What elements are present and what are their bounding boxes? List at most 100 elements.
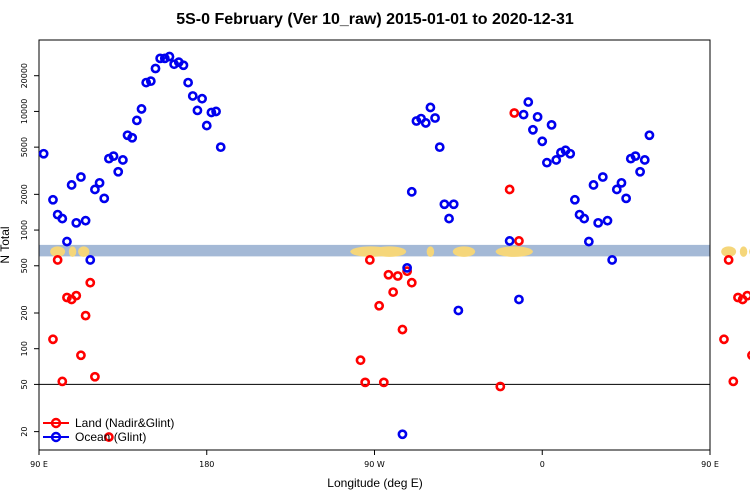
ocean-point — [630, 151, 641, 162]
land-point — [406, 277, 417, 288]
ocean-point — [397, 429, 408, 440]
y-tick-label: 100 — [20, 341, 29, 356]
land-shape — [426, 246, 435, 257]
land-point — [397, 324, 408, 335]
ocean-point — [588, 180, 599, 190]
land-point — [495, 381, 506, 392]
ocean-point — [169, 59, 180, 70]
ocean-point — [583, 236, 594, 247]
x-tick-label: 180 — [199, 460, 214, 469]
x-ticks: 90 E 180 90 W 0 90 E — [30, 450, 719, 469]
land-shape — [50, 246, 66, 257]
points-layer — [38, 51, 750, 442]
land-point — [76, 350, 86, 361]
y-tick-label: 10000 — [20, 99, 29, 124]
ocean-point — [546, 119, 557, 130]
x-axis-label: Longitude (deg E) — [327, 476, 422, 490]
land-point — [733, 292, 743, 303]
ocean-point — [178, 60, 189, 71]
land-point — [728, 376, 739, 387]
ocean-point — [206, 107, 217, 118]
ocean-point — [621, 193, 632, 204]
ocean-point — [48, 194, 58, 205]
land-shape — [68, 246, 77, 257]
ocean-point — [565, 148, 576, 159]
chart-title: 5S-0 February (Ver 10_raw) 2015-01-01 to… — [176, 11, 574, 28]
land-point — [57, 376, 68, 387]
ocean-point — [425, 102, 436, 113]
land-point — [509, 108, 520, 118]
land-point — [392, 271, 403, 281]
ocean-point — [514, 294, 524, 305]
ocean-point — [607, 255, 618, 265]
land-point — [103, 432, 114, 442]
land-point — [723, 255, 734, 265]
legend: Land (Nadir&Glint) Ocean (Glint) — [43, 416, 174, 444]
land-point — [80, 310, 91, 321]
land-shape — [721, 246, 737, 257]
ocean-point — [150, 63, 161, 74]
ocean-point — [602, 215, 613, 226]
y-tick-label: 50 — [20, 379, 29, 389]
ocean-point — [80, 215, 91, 226]
ocean-point — [616, 177, 627, 188]
x-tick-label: 90 E — [30, 460, 48, 469]
ocean-point — [439, 199, 450, 210]
ocean-point — [402, 262, 413, 273]
ocean-point — [542, 157, 552, 168]
x-tick-label: 90 E — [701, 460, 719, 469]
ocean-point — [406, 186, 417, 197]
ocean-point — [66, 180, 77, 190]
land-point — [504, 184, 515, 195]
ocean-point — [117, 155, 128, 165]
ocean-point — [551, 155, 562, 165]
ocean-point — [593, 217, 604, 228]
land-point — [388, 287, 399, 297]
y-axis-label: N Total — [0, 226, 12, 263]
ocean-point — [518, 109, 529, 120]
land-shape — [452, 246, 476, 257]
legend-land-marker — [50, 417, 62, 429]
land-point — [360, 377, 371, 388]
land-point — [355, 355, 366, 366]
ocean-point — [420, 118, 431, 128]
ocean-point — [448, 199, 459, 210]
land-point — [719, 334, 729, 345]
ocean-point — [201, 120, 212, 131]
ocean-point — [597, 172, 608, 182]
land-shape — [78, 246, 90, 257]
ocean-point — [569, 194, 580, 205]
ocean-point — [113, 166, 124, 177]
ocean-point — [141, 77, 152, 88]
ocean-point — [504, 236, 515, 246]
y-ticks: 20 50 100 200 500 1000 2000 5000 10000 20000 — [20, 63, 39, 437]
ocean-point — [639, 155, 650, 165]
ocean-point — [537, 136, 548, 147]
ocean-point — [579, 213, 590, 224]
x-tick-label: 0 — [540, 460, 545, 469]
ocean-point — [57, 213, 68, 224]
land-shape — [495, 246, 533, 257]
ocean-point — [76, 172, 86, 182]
ocean-point — [131, 115, 142, 126]
legend-ocean-label: Ocean (Glint) — [75, 430, 146, 444]
y-tick-label: 2000 — [20, 184, 29, 204]
ocean-point — [215, 142, 226, 153]
ocean-point — [197, 93, 207, 104]
ocean-point — [644, 130, 655, 141]
land-point — [71, 290, 82, 301]
x-tick-label: 90 W — [364, 460, 385, 469]
land-shapes — [50, 246, 750, 257]
land-point — [52, 255, 63, 265]
land-point — [747, 350, 750, 360]
ocean-point — [211, 106, 221, 117]
land-point — [514, 236, 524, 246]
ocean-point — [155, 53, 166, 64]
land-point — [378, 377, 389, 388]
ocean-point — [71, 217, 82, 228]
land-point — [90, 371, 100, 382]
ocean-point — [164, 51, 175, 62]
land-point — [62, 292, 72, 303]
ocean-point — [62, 236, 72, 247]
ocean-point — [453, 305, 464, 316]
